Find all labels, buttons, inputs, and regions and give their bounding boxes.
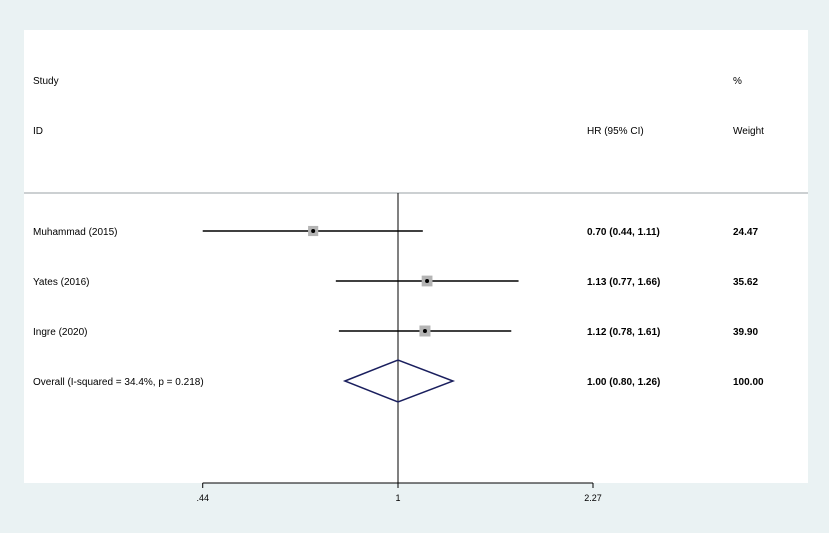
x-tick-label-3: 2.27 [584, 493, 602, 503]
forest-marks: .44 1 2.27 [196, 193, 602, 503]
ci-text-1: 0.70 (0.44, 1.11) [587, 227, 660, 238]
ci-text-3: 1.12 (0.78, 1.61) [587, 327, 660, 338]
point-estimate-1 [311, 229, 316, 233]
header-weight: Weight [733, 126, 764, 137]
point-estimate-3 [422, 329, 427, 333]
overall-label: Overall (I-squared = 34.4%, p = 0.218) [33, 377, 204, 388]
plot-panel [24, 30, 808, 483]
x-tick-label-1: .44 [196, 493, 209, 503]
overall-ci-text: 1.00 (0.80, 1.26) [587, 377, 660, 388]
overall-diamond [342, 359, 456, 403]
header-id: ID [33, 126, 43, 137]
study-label-3: Ingre (2020) [33, 327, 87, 338]
header-effect: HR (95% CI) [587, 126, 644, 137]
header-study: Study [33, 76, 59, 87]
overall-weight-text: 100.00 [733, 377, 764, 388]
study-label-2: Yates (2016) [33, 277, 90, 288]
study-label-1: Muhammad (2015) [33, 227, 117, 238]
weight-text-1: 24.47 [733, 227, 758, 238]
header-percent: % [733, 76, 742, 87]
point-estimate-2 [425, 279, 430, 283]
weight-text-3: 39.90 [733, 327, 758, 338]
weight-text-2: 35.62 [733, 277, 758, 288]
ci-text-2: 1.13 (0.77, 1.66) [587, 277, 660, 288]
x-tick-label-2: 1 [395, 493, 400, 503]
